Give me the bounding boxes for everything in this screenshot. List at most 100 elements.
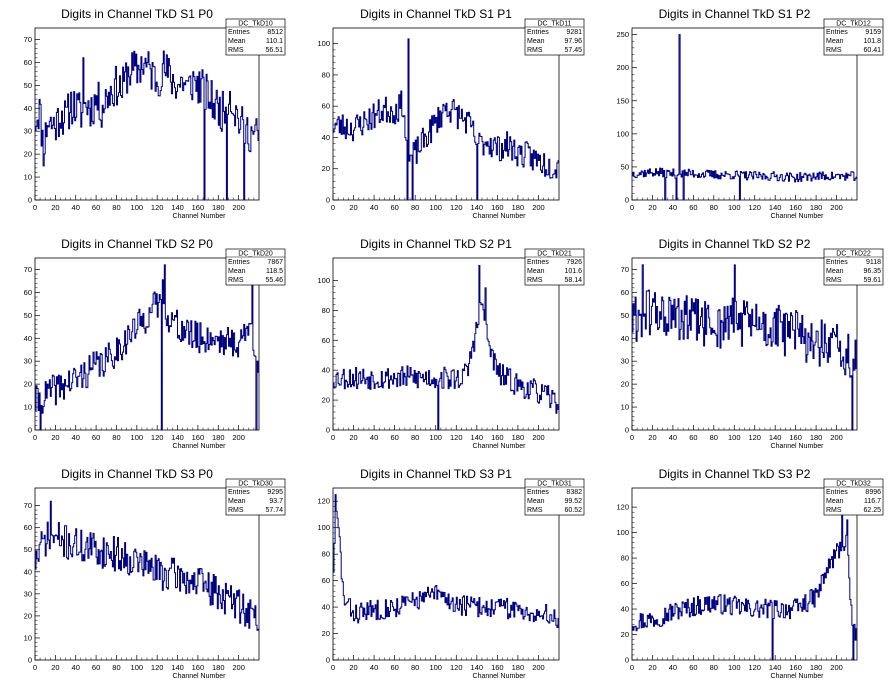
x-axis-label: Channel Number	[473, 673, 527, 680]
x-tick-label: 20	[349, 203, 357, 212]
x-tick-label: 0	[630, 203, 634, 212]
x-tick-label: 20	[51, 203, 59, 212]
y-tick-label: 30	[24, 127, 32, 136]
x-tick-label: 60	[390, 203, 398, 212]
y-tick-label: 0	[326, 656, 330, 665]
y-tick-label: 10	[621, 403, 629, 412]
stats-box	[225, 18, 286, 56]
x-tick-label: 200	[532, 203, 545, 212]
y-tick-label: 60	[621, 579, 629, 588]
stats-label: Entries	[826, 29, 848, 36]
stats-value: 101.6	[564, 268, 582, 275]
y-tick-label: 40	[322, 603, 330, 612]
stats-name: DC_TkD12	[836, 21, 871, 28]
stats-name: DC_TkD11	[537, 21, 571, 28]
x-tick-label: 40	[72, 433, 80, 442]
stats-value: 96.35	[863, 268, 881, 275]
x-tick-label: 100	[429, 663, 442, 672]
panel-title: Digits in Channel TkD S3 P0	[61, 467, 213, 481]
y-tick-label: 80	[322, 550, 330, 559]
stats-value: 101.8	[863, 38, 881, 45]
y-tick-label: 40	[322, 133, 330, 142]
stats-value: 7926	[566, 259, 582, 266]
x-tick-label: 120	[151, 203, 164, 212]
y-tick-label: 120	[317, 497, 330, 506]
x-tick-label: 200	[830, 203, 843, 212]
y-tick-label: 150	[616, 96, 629, 105]
panel-title: Digits in Channel TkD S1 P1	[360, 7, 512, 21]
stats-label: RMS	[527, 507, 543, 514]
stats-value: 9281	[566, 29, 582, 36]
histogram-line	[35, 50, 259, 201]
x-tick-label: 20	[51, 663, 59, 672]
stats-label: RMS	[826, 277, 842, 284]
y-tick-label: 100	[616, 129, 629, 138]
histogram-line	[333, 38, 559, 201]
stats-label: Entries	[228, 259, 250, 266]
x-tick-label: 20	[648, 433, 656, 442]
x-tick-label: 0	[331, 433, 335, 442]
x-tick-label: 160	[789, 433, 802, 442]
x-tick-label: 40	[669, 433, 677, 442]
y-tick-label: 20	[322, 396, 330, 405]
x-tick-label: 60	[390, 433, 398, 442]
x-tick-label: 80	[112, 663, 120, 672]
x-tick-label: 100	[429, 433, 442, 442]
x-tick-label: 100	[728, 433, 741, 442]
stats-label: Entries	[228, 29, 250, 36]
histogram-line	[632, 506, 857, 661]
x-tick-label: 100	[429, 203, 442, 212]
stats-name: DC_TkD31	[537, 481, 572, 488]
y-tick-label: 70	[24, 501, 32, 510]
x-tick-label: 140	[769, 203, 782, 212]
y-tick-label: 40	[621, 334, 629, 343]
x-tick-label: 100	[131, 663, 144, 672]
x-tick-label: 200	[232, 663, 245, 672]
y-tick-label: 0	[625, 426, 629, 435]
y-tick-label: 10	[24, 633, 32, 642]
x-tick-label: 120	[151, 433, 164, 442]
x-tick-label: 0	[630, 663, 634, 672]
histogram-line	[35, 500, 259, 631]
x-axis-label: Channel Number	[473, 213, 527, 220]
stats-value: 8996	[865, 489, 881, 496]
x-tick-label: 0	[630, 433, 634, 442]
x-tick-label: 200	[532, 663, 545, 672]
y-tick-label: 20	[322, 629, 330, 638]
x-tick-label: 160	[491, 203, 504, 212]
x-tick-label: 140	[769, 663, 782, 672]
x-tick-label: 60	[390, 663, 398, 672]
x-tick-label: 160	[491, 433, 504, 442]
x-tick-label: 100	[728, 663, 741, 672]
x-axis-label: Channel Number	[173, 213, 227, 220]
stats-value: 99.52	[564, 498, 582, 505]
stats-value: 60.41	[863, 47, 881, 54]
x-tick-label: 40	[669, 203, 677, 212]
histogram-line	[632, 34, 857, 201]
x-axis-label: Channel Number	[473, 443, 527, 450]
x-tick-label: 80	[710, 663, 718, 672]
x-tick-label: 200	[830, 663, 843, 672]
stats-value: 60.52	[564, 507, 582, 514]
x-tick-label: 180	[512, 433, 525, 442]
x-tick-label: 20	[349, 433, 357, 442]
x-tick-label: 80	[112, 433, 120, 442]
panel-title: Digits in Channel TkD S3 P2	[659, 467, 811, 481]
stats-value: 57.45	[564, 47, 582, 54]
x-tick-label: 80	[411, 433, 419, 442]
stats-label: RMS	[527, 47, 543, 54]
y-tick-label: 0	[625, 656, 629, 665]
y-tick-label: 50	[621, 311, 629, 320]
y-tick-label: 20	[24, 380, 32, 389]
y-tick-label: 80	[322, 306, 330, 315]
y-tick-label: 60	[322, 336, 330, 345]
y-tick-label: 60	[24, 58, 32, 67]
stats-label: Mean	[228, 38, 246, 45]
y-tick-label: 40	[621, 605, 629, 614]
x-tick-label: 180	[512, 203, 525, 212]
stats-box	[524, 18, 585, 56]
x-tick-label: 100	[728, 203, 741, 212]
y-tick-label: 60	[322, 102, 330, 111]
y-tick-label: 100	[317, 523, 330, 532]
